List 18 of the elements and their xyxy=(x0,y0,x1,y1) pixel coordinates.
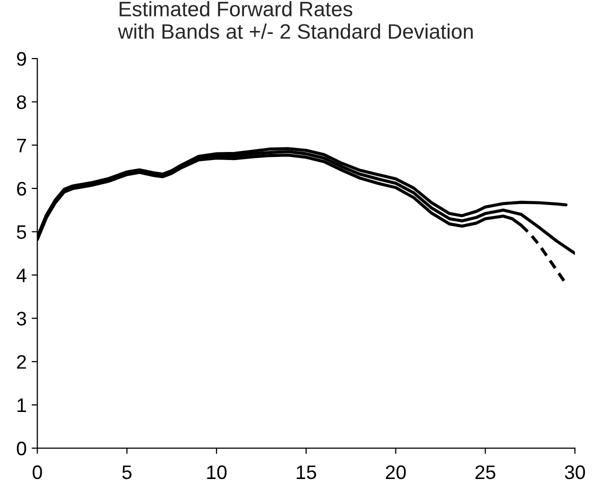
y-tick-label: 2 xyxy=(17,355,26,369)
y-tick-label: 4 xyxy=(16,268,26,282)
y-tick-label: 8 xyxy=(16,95,26,110)
y-tick-label: 0 xyxy=(16,442,26,456)
y-tick-label: 7 xyxy=(17,138,26,152)
x-tick-label: 0 xyxy=(32,465,42,480)
y-tick-label: 1 xyxy=(18,398,26,412)
y-tick-label: 5 xyxy=(16,225,26,239)
x-tick-label: 10 xyxy=(207,465,227,480)
x-tick-label: 5 xyxy=(122,466,132,480)
y-tick-label: 3 xyxy=(16,312,26,326)
x-tick-label: 15 xyxy=(296,466,316,480)
y-tick-label: 6 xyxy=(17,182,26,196)
x-tick-label: 30 xyxy=(564,465,585,480)
y-tick-label: 9 xyxy=(17,52,26,66)
x-tick-label: 25 xyxy=(475,465,496,480)
x-tick-label: 20 xyxy=(386,465,406,480)
chart-title: Estimated Forward Rates with Bands at +/- 2 Standard Deviation xyxy=(118,1,473,39)
